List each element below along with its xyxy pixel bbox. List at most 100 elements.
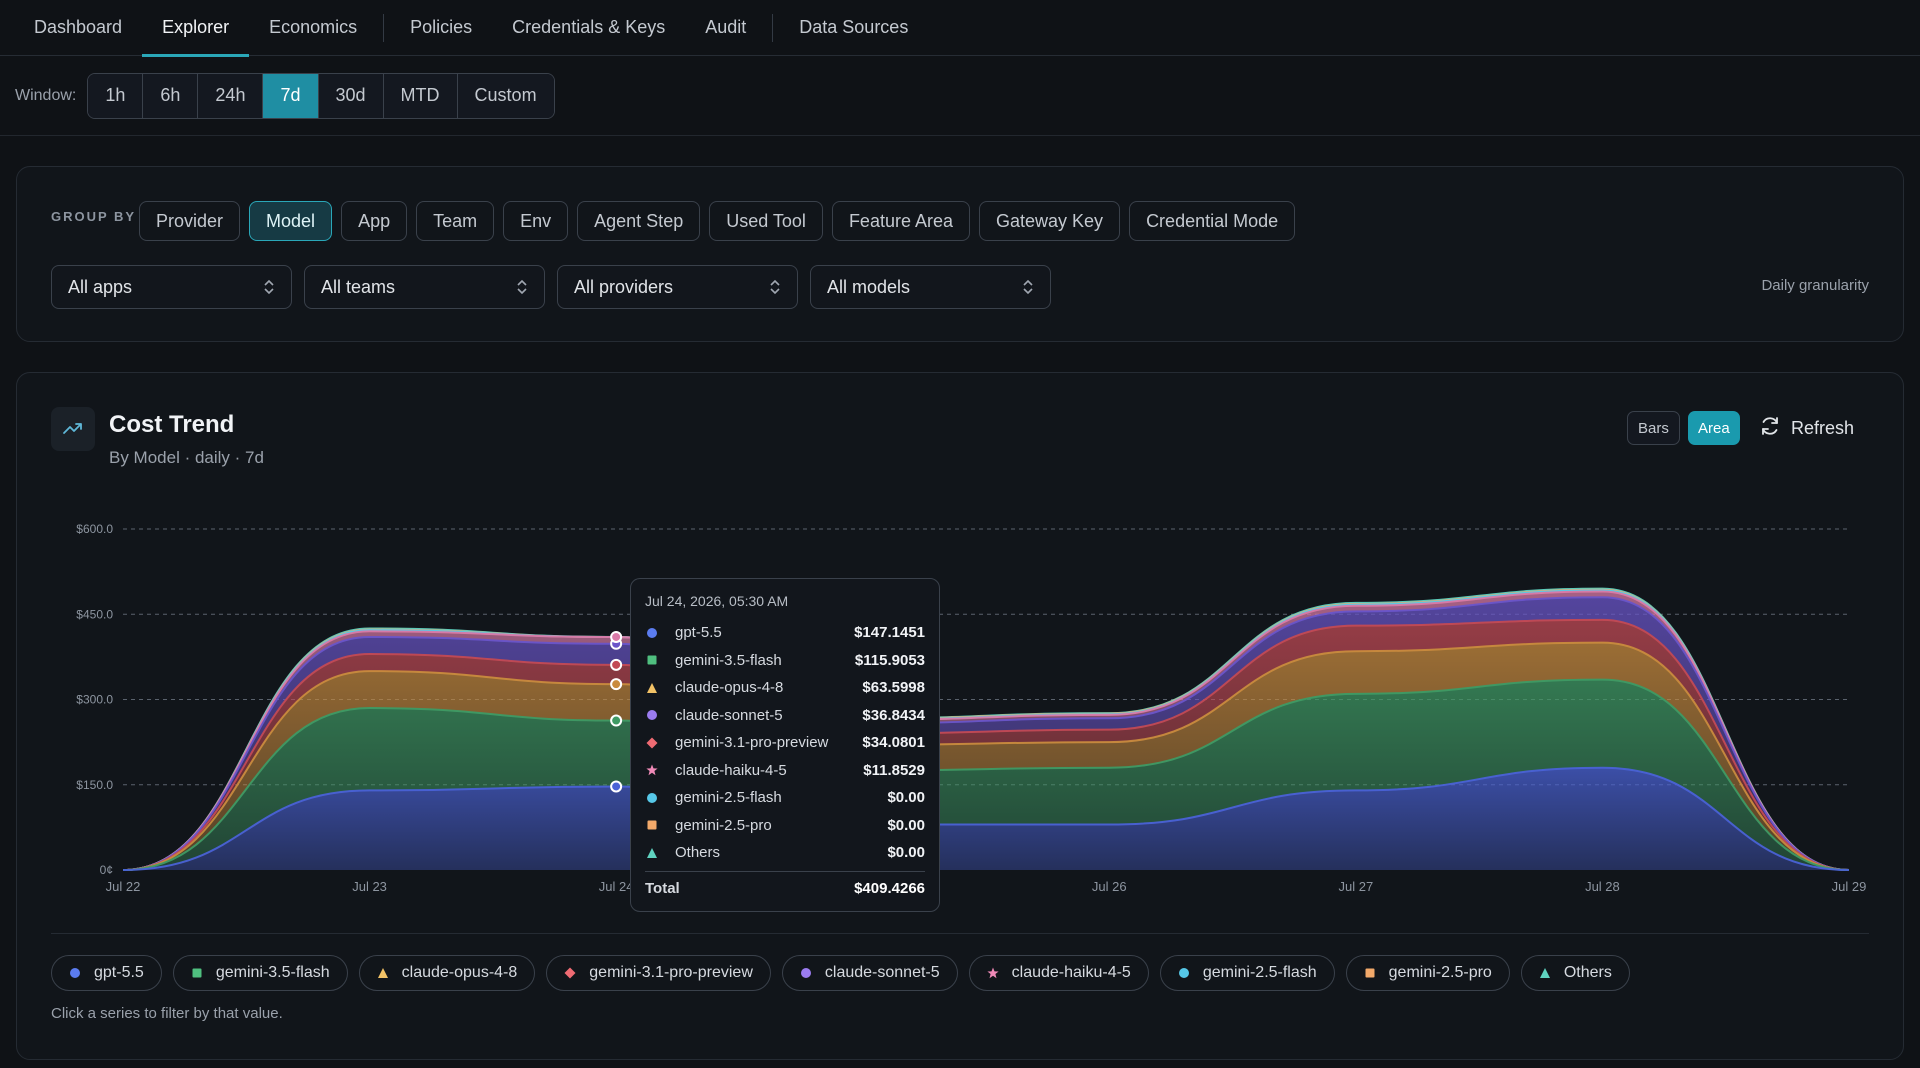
- tooltip-series-name: gemini-3.5-flash: [675, 651, 782, 669]
- triangle-icon: [645, 682, 659, 694]
- tooltip-total-value: $409.4266: [854, 879, 925, 897]
- group-by-panel: GROUP BY Provider Model App Team Env Age…: [16, 166, 1904, 342]
- circle-icon: [645, 792, 659, 804]
- window-custom-button[interactable]: Custom: [457, 73, 554, 118]
- legend-item-others[interactable]: Others: [1520, 955, 1630, 991]
- triangle-icon: [376, 966, 390, 980]
- group-by-model[interactable]: Model: [249, 201, 333, 241]
- tab-policies[interactable]: Policies: [410, 17, 473, 37]
- legend-item-claude-opus-4-8[interactable]: claude-opus-4-8: [358, 955, 536, 991]
- tab-data-sources[interactable]: Data Sources: [799, 17, 909, 37]
- legend-item-label: claude-sonnet-5: [824, 964, 940, 981]
- square-icon: [645, 819, 659, 831]
- providers-select[interactable]: All providers: [557, 265, 798, 309]
- chevron-up-down-icon: [516, 278, 528, 296]
- series-line-gpt-5-5: [122, 766, 1850, 871]
- tooltip-series-value: $36.8434: [862, 706, 925, 724]
- tooltip-total-label: Total: [645, 879, 680, 897]
- series-line-claude-opus-4-8: [122, 641, 1850, 871]
- models-select[interactable]: All models: [810, 265, 1051, 309]
- star-icon: [986, 966, 1000, 980]
- circle-icon: [68, 966, 82, 980]
- area-series-claude-opus-4-8[interactable]: [123, 642, 1849, 870]
- group-by-env[interactable]: Env: [503, 201, 569, 241]
- tooltip-row: gpt-5.5 $147.1451: [645, 619, 925, 647]
- group-by-app[interactable]: App: [341, 201, 408, 241]
- x-tick-label: Jul 28: [1585, 879, 1620, 894]
- legend-item-label: gemini-2.5-pro: [1388, 964, 1492, 981]
- legend-item-claude-sonnet-5[interactable]: claude-sonnet-5: [781, 955, 958, 991]
- window-7d-button[interactable]: 7d: [263, 73, 319, 118]
- teams-select-value: All teams: [321, 276, 396, 297]
- hover-point: [610, 630, 623, 643]
- legend-item-label: gemini-3.5-flash: [215, 964, 330, 981]
- chart-title: Cost Trend: [109, 411, 235, 438]
- star-icon: [645, 764, 659, 776]
- legend-item-label: Others: [1563, 964, 1612, 981]
- legend-item-label: claude-opus-4-8: [401, 964, 518, 981]
- area-series-gemini-3-5-flash[interactable]: [123, 679, 1849, 870]
- tab-dashboard[interactable]: Dashboard: [34, 17, 123, 37]
- teams-select[interactable]: All teams: [304, 265, 545, 309]
- apps-select[interactable]: All apps: [51, 265, 292, 309]
- tab-audit[interactable]: Audit: [705, 17, 747, 37]
- tooltip-row: gemini-2.5-pro $0.00: [645, 812, 925, 840]
- tooltip-series-value: $147.1451: [854, 624, 925, 642]
- trending-up-icon: [51, 407, 95, 451]
- hover-point: [610, 658, 623, 671]
- legend-hint: Click a series to filter by that value.: [51, 1005, 283, 1022]
- tooltip-row: claude-haiku-4-5 $11.8529: [645, 757, 925, 785]
- legend-item-claude-haiku-4-5[interactable]: claude-haiku-4-5: [968, 955, 1149, 991]
- group-by-agent-step[interactable]: Agent Step: [577, 201, 701, 241]
- window-30d-button[interactable]: 30d: [318, 73, 384, 118]
- diamond-icon: [563, 966, 577, 980]
- window-1h-button[interactable]: 1h: [88, 73, 144, 118]
- tooltip-row: gemini-3.1-pro-preview $34.0801: [645, 729, 925, 757]
- legend-item-gemini-3-1-pro-preview[interactable]: gemini-3.1-pro-preview: [546, 955, 771, 991]
- legend-item-gpt-5-5[interactable]: gpt-5.5: [51, 955, 162, 991]
- tab-economics[interactable]: Economics: [269, 17, 358, 37]
- square-icon: [645, 654, 659, 666]
- group-by-feature-area[interactable]: Feature Area: [831, 201, 970, 241]
- legend-item-label: gemini-3.1-pro-preview: [589, 964, 753, 981]
- tooltip-series-name: gemini-2.5-pro: [675, 816, 772, 834]
- y-tick-label: $600.0: [76, 522, 113, 536]
- hover-point: [610, 714, 623, 727]
- group-by-used-tool[interactable]: Used Tool: [709, 201, 823, 241]
- circle-icon: [645, 627, 659, 639]
- group-by-team[interactable]: Team: [416, 201, 495, 241]
- tooltip-series-value: $11.8529: [863, 761, 925, 779]
- refresh-button[interactable]: Refresh: [1759, 411, 1854, 445]
- legend-item-label: claude-haiku-4-5: [1011, 964, 1131, 981]
- diamond-icon: [645, 737, 659, 749]
- legend-item-gemini-2-5-flash[interactable]: gemini-2.5-flash: [1159, 955, 1335, 991]
- tooltip-series-value: $63.5998: [862, 679, 925, 697]
- area-toggle-button[interactable]: Area: [1688, 411, 1740, 445]
- circle-icon: [1177, 966, 1191, 980]
- tooltip-series-value: $0.00: [887, 789, 925, 807]
- window-24h-button[interactable]: 24h: [198, 73, 264, 118]
- chart-tooltip: Jul 24, 2026, 05:30 AM gpt-5.5 $147.1451 g…: [630, 578, 940, 912]
- bars-toggle-button[interactable]: Bars: [1627, 411, 1680, 445]
- legend-item-gemini-3-5-flash[interactable]: gemini-3.5-flash: [172, 955, 348, 991]
- group-by-gateway-key[interactable]: Gateway Key: [979, 201, 1121, 241]
- tooltip-series-name: gemini-3.1-pro-preview: [675, 734, 829, 752]
- triangle-icon: [1538, 966, 1552, 980]
- tooltip-series-name: claude-sonnet-5: [675, 706, 783, 724]
- legend-item-gemini-2-5-pro[interactable]: gemini-2.5-pro: [1345, 955, 1510, 991]
- triangle-icon: [645, 847, 659, 859]
- tooltip-series-name: claude-opus-4-8: [675, 679, 784, 697]
- x-tick-label: Jul 26: [1092, 879, 1127, 894]
- group-by-credential-mode[interactable]: Credential Mode: [1129, 201, 1296, 241]
- series-line-claude-haiku-4-5: [122, 590, 1850, 871]
- circle-icon: [799, 966, 813, 980]
- area-series-gpt-5-5[interactable]: [123, 767, 1849, 870]
- window-mtd-button[interactable]: MTD: [383, 73, 458, 118]
- tooltip-series-name: gpt-5.5: [675, 624, 722, 642]
- cost-trend-chart[interactable]: $600.0 $450.0 $300.0 $150.0 0¢ Jul 22 Jul 23 Ju…: [17, 373, 1905, 933]
- tab-credentials-keys[interactable]: Credentials & Keys: [512, 17, 666, 37]
- window-6h-button[interactable]: 6h: [143, 73, 199, 118]
- tooltip-total: Total $409.4266: [645, 870, 925, 897]
- group-by-provider[interactable]: Provider: [139, 201, 241, 241]
- tab-explorer[interactable]: Explorer: [142, 0, 250, 57]
